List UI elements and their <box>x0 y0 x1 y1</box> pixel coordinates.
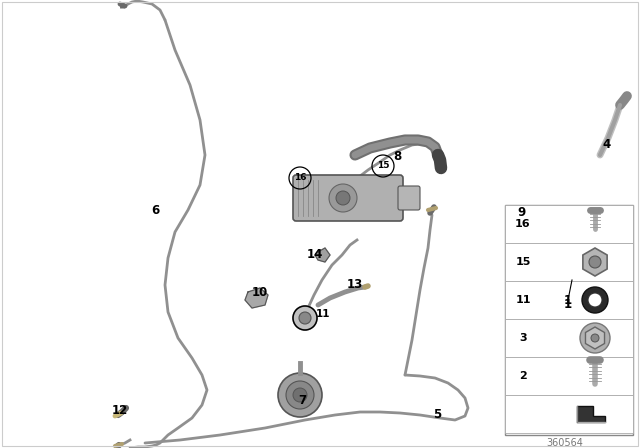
Circle shape <box>299 312 311 324</box>
FancyBboxPatch shape <box>562 211 594 305</box>
Circle shape <box>533 228 543 238</box>
Text: 1: 1 <box>564 298 572 311</box>
Circle shape <box>588 293 602 307</box>
Text: 11: 11 <box>515 295 531 305</box>
Circle shape <box>329 184 357 212</box>
FancyBboxPatch shape <box>398 186 420 210</box>
Polygon shape <box>315 248 330 262</box>
Polygon shape <box>583 248 607 276</box>
FancyBboxPatch shape <box>293 175 403 221</box>
Circle shape <box>293 306 317 330</box>
Text: 16: 16 <box>294 173 307 182</box>
Text: 8: 8 <box>393 151 401 164</box>
Text: 10: 10 <box>252 287 268 300</box>
Text: 14: 14 <box>307 249 323 262</box>
Text: 13: 13 <box>347 279 363 292</box>
Circle shape <box>336 191 350 205</box>
Polygon shape <box>245 288 268 308</box>
Text: 1: 1 <box>564 293 572 306</box>
Polygon shape <box>527 224 549 242</box>
Text: 2: 2 <box>587 267 593 277</box>
Circle shape <box>286 381 314 409</box>
Circle shape <box>278 373 322 417</box>
Text: 16: 16 <box>515 219 531 229</box>
Circle shape <box>293 388 307 402</box>
Circle shape <box>582 287 608 313</box>
Circle shape <box>508 219 526 237</box>
Bar <box>505 395 633 433</box>
Text: 6: 6 <box>151 203 159 216</box>
Bar <box>505 281 633 319</box>
Polygon shape <box>586 327 605 349</box>
Text: 15: 15 <box>377 161 389 171</box>
Bar <box>505 357 633 395</box>
Circle shape <box>589 256 601 268</box>
Text: 5: 5 <box>433 409 441 422</box>
Text: 7: 7 <box>298 393 306 406</box>
Bar <box>505 243 633 281</box>
Polygon shape <box>577 406 605 422</box>
Text: 4: 4 <box>603 138 611 151</box>
Text: 9: 9 <box>517 207 525 220</box>
Text: 2: 2 <box>519 371 527 381</box>
Text: 11: 11 <box>316 309 330 319</box>
Text: 360564: 360564 <box>547 438 584 448</box>
Bar <box>505 319 633 357</box>
Bar <box>505 205 633 243</box>
Bar <box>505 205 633 435</box>
Text: 12: 12 <box>112 404 128 417</box>
Circle shape <box>591 334 599 342</box>
Text: 3: 3 <box>519 333 527 343</box>
Circle shape <box>580 323 610 353</box>
Text: 15: 15 <box>515 257 531 267</box>
